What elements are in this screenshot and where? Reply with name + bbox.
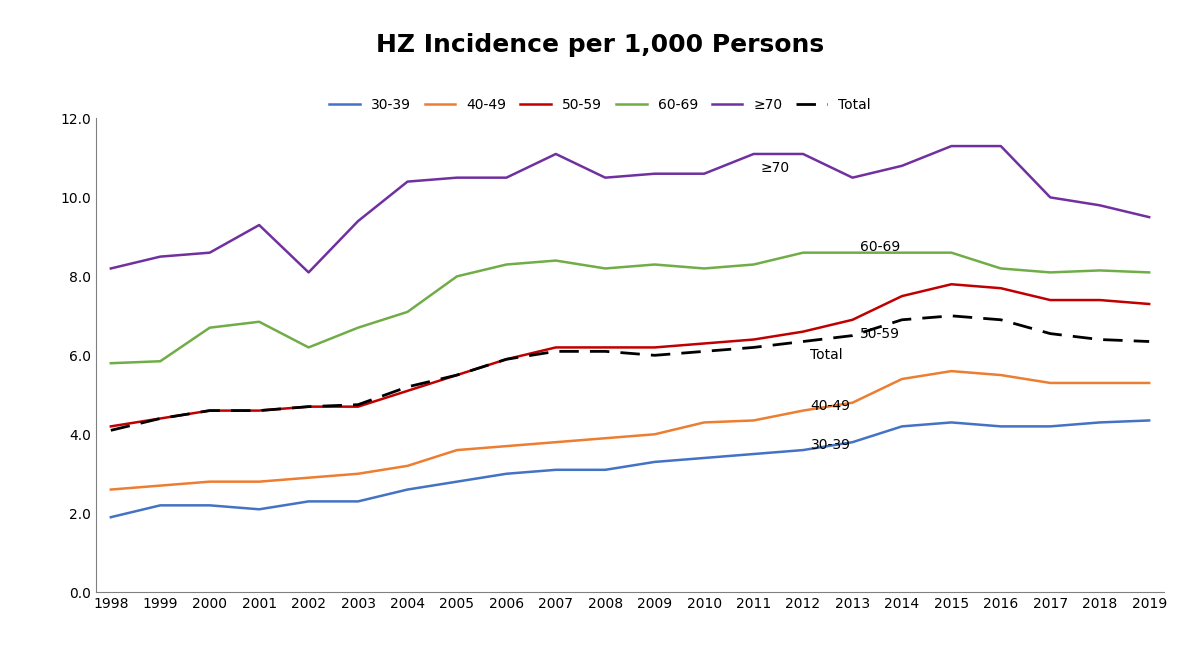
Text: 30-39: 30-39 — [810, 438, 851, 452]
Text: ≥70: ≥70 — [761, 161, 790, 175]
Text: 50-59: 50-59 — [860, 326, 900, 341]
Text: 40-49: 40-49 — [810, 399, 851, 413]
Text: HZ Incidence per 1,000 Persons: HZ Incidence per 1,000 Persons — [376, 33, 824, 57]
Text: 60-69: 60-69 — [860, 240, 900, 254]
Legend: 30-39, 40-49, 50-59, 60-69, ≥70, Total: 30-39, 40-49, 50-59, 60-69, ≥70, Total — [324, 93, 876, 118]
Text: Total: Total — [810, 348, 844, 363]
